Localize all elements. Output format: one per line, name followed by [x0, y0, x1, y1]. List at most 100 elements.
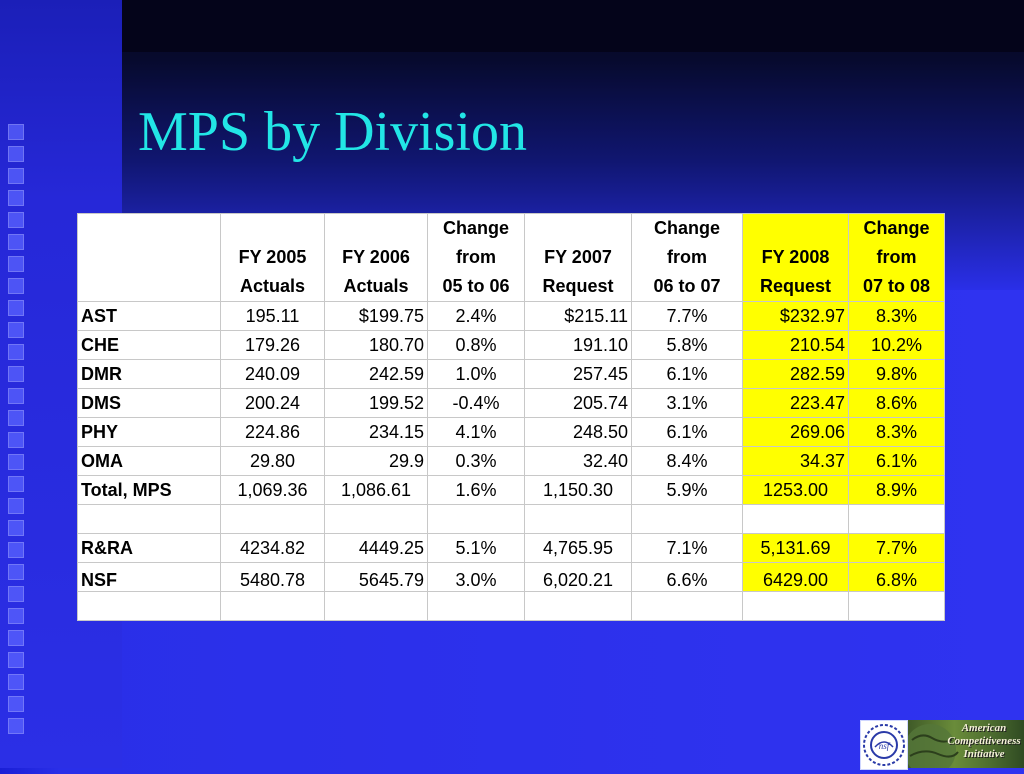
cell: 9.8% [848, 359, 945, 389]
cell: 6,020.21 [524, 562, 632, 592]
cell: 6.6% [631, 562, 743, 592]
cell: 5.8% [631, 330, 743, 360]
mps-division-table: FY 2005 Actuals FY 2006 Actuals Change from… [77, 213, 945, 621]
cell: 29.9 [324, 446, 428, 476]
cell: 5.1% [427, 533, 525, 563]
decorative-square [8, 542, 24, 558]
table-row: PHY 224.86 234.15 4.1% 248.50 6.1% 269.0… [77, 417, 945, 447]
slide-title: MPS by Division [138, 101, 527, 163]
aci-logo-text: American Competitiveness Initiative [947, 722, 1021, 760]
row-label: Total, MPS [77, 475, 221, 505]
cell: 10.2% [848, 330, 945, 360]
decorative-square [8, 278, 24, 294]
decorative-square [8, 212, 24, 228]
cell: 1.6% [427, 475, 525, 505]
cell: 4.1% [427, 417, 525, 447]
spacer-row [77, 591, 945, 621]
decorative-square [8, 410, 24, 426]
cell: 6429.00 [742, 562, 849, 592]
table-row: OMA 29.80 29.9 0.3% 32.40 8.4% 34.37 6.1… [77, 446, 945, 476]
cell: 223.47 [742, 388, 849, 418]
decorative-square [8, 300, 24, 316]
cell: 242.59 [324, 359, 428, 389]
cell: -0.4% [427, 388, 525, 418]
row-label: PHY [77, 417, 221, 447]
cell: 195.11 [220, 301, 325, 331]
decorative-square [8, 366, 24, 382]
cell: 7.1% [631, 533, 743, 563]
decorative-square [8, 124, 24, 140]
decorative-square [8, 498, 24, 514]
cell: 1253.00 [742, 475, 849, 505]
cell: 5645.79 [324, 562, 428, 592]
cell: 1,069.36 [220, 475, 325, 505]
cell: 1,150.30 [524, 475, 632, 505]
row-label: DMR [77, 359, 221, 389]
cell: $232.97 [742, 301, 849, 331]
table-row: DMR 240.09 242.59 1.0% 257.45 6.1% 282.5… [77, 359, 945, 389]
cell: 199.52 [324, 388, 428, 418]
decorative-square [8, 322, 24, 338]
decorative-squares [8, 124, 30, 740]
decorative-square [8, 234, 24, 250]
cell: 5,131.69 [742, 533, 849, 563]
cell: 4449.25 [324, 533, 428, 563]
row-label: CHE [77, 330, 221, 360]
header-cell-blank [77, 213, 221, 302]
cell: $215.11 [524, 301, 632, 331]
cell: 6.1% [631, 417, 743, 447]
header-row: FY 2005 Actuals FY 2006 Actuals Change from… [77, 213, 945, 302]
decorative-square [8, 674, 24, 690]
decorative-square [8, 696, 24, 712]
cell: 29.80 [220, 446, 325, 476]
cell: 7.7% [848, 533, 945, 563]
cell: 179.26 [220, 330, 325, 360]
cell: 3.0% [427, 562, 525, 592]
aci-logo: American Competitiveness Initiative [908, 720, 1024, 768]
cell: 1.0% [427, 359, 525, 389]
cell: 8.3% [848, 301, 945, 331]
header-fy2008: FY 2008 Request [742, 213, 849, 302]
table-row: AST 195.11 $199.75 2.4% $215.11 7.7% $23… [77, 301, 945, 331]
decorative-square [8, 520, 24, 536]
cell: 240.09 [220, 359, 325, 389]
globe-icon [908, 724, 959, 768]
header-change-05-06: Change from 05 to 06 [427, 213, 525, 302]
decorative-square [8, 652, 24, 668]
cell: 234.15 [324, 417, 428, 447]
cell: 205.74 [524, 388, 632, 418]
cell: 34.37 [742, 446, 849, 476]
cell: 191.10 [524, 330, 632, 360]
cell: 1,086.61 [324, 475, 428, 505]
cell: 0.8% [427, 330, 525, 360]
cell: 4234.82 [220, 533, 325, 563]
decorative-square [8, 718, 24, 734]
cell: 5480.78 [220, 562, 325, 592]
header-change-07-08: Change from 07 to 08 [848, 213, 945, 302]
row-label: R&RA [77, 533, 221, 563]
cell: 180.70 [324, 330, 428, 360]
decorative-square [8, 564, 24, 580]
cell: 282.59 [742, 359, 849, 389]
cell: 6.8% [848, 562, 945, 592]
cell: 6.1% [631, 359, 743, 389]
cell: 210.54 [742, 330, 849, 360]
spacer-row [77, 504, 945, 534]
decorative-square [8, 432, 24, 448]
decorative-square [8, 344, 24, 360]
cell: 32.40 [524, 446, 632, 476]
cell: 8.4% [631, 446, 743, 476]
header-fy2006: FY 2006 Actuals [324, 213, 428, 302]
header-fy2005: FY 2005 Actuals [220, 213, 325, 302]
cell: $199.75 [324, 301, 428, 331]
row-label: AST [77, 301, 221, 331]
total-row: Total, MPS 1,069.36 1,086.61 1.6% 1,150.… [77, 475, 945, 505]
nsf-seal-icon: nsf [860, 720, 908, 770]
header-change-06-07: Change from 06 to 07 [631, 213, 743, 302]
cell: 6.1% [848, 446, 945, 476]
cell: 248.50 [524, 417, 632, 447]
cell: 8.3% [848, 417, 945, 447]
decorative-square [8, 146, 24, 162]
cell: 7.7% [631, 301, 743, 331]
cell: 4,765.95 [524, 533, 632, 563]
